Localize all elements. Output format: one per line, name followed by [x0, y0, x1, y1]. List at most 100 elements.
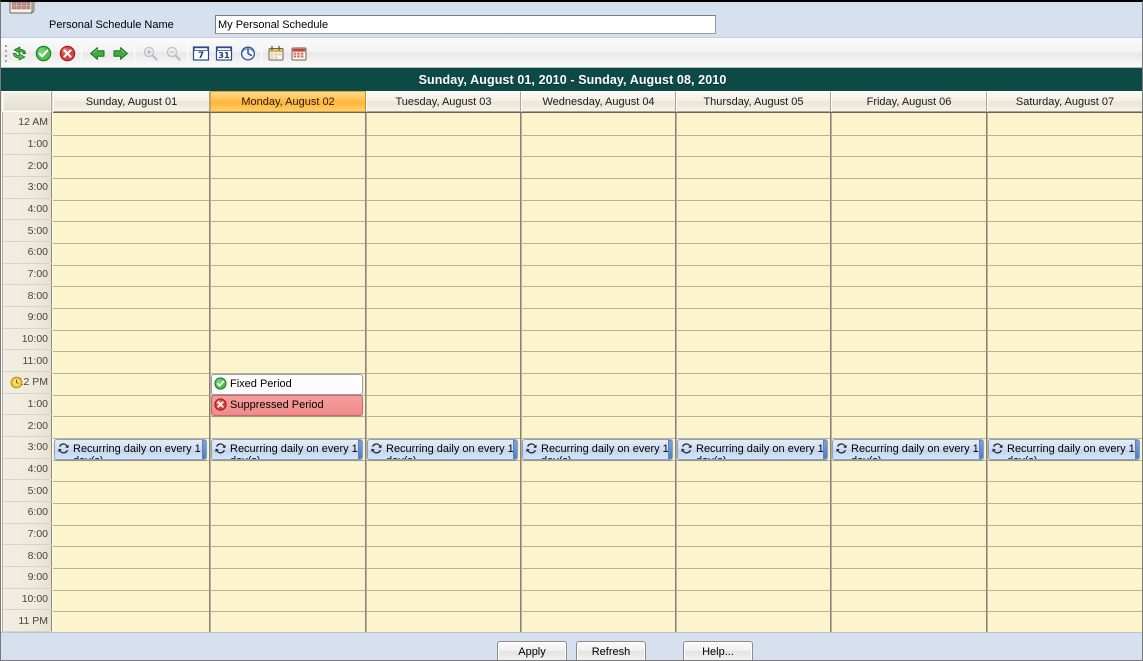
event-resize-handle[interactable] [979, 439, 983, 459]
event-resize-handle[interactable] [1135, 439, 1139, 459]
event-recurring-wednesday[interactable]: Recurring daily on every 1 day(s) [522, 438, 673, 460]
toolbar-grip[interactable] [5, 45, 8, 62]
day-column-2[interactable] [366, 113, 521, 632]
week-view-button[interactable]: 7 [191, 43, 211, 63]
day-header-label: Friday, August 06 [866, 95, 952, 108]
refresh-button[interactable]: Refresh [576, 641, 646, 660]
hour-gridline [677, 503, 830, 504]
hour-gridline [367, 546, 520, 548]
event-resize-handle[interactable] [823, 439, 827, 459]
hour-gridline [367, 351, 520, 353]
hour-gridline [832, 264, 986, 266]
month-view-button[interactable]: 31 [214, 43, 234, 63]
red-x-circle-icon [214, 398, 227, 411]
time-label-6: 6:00 [3, 242, 53, 264]
hour-gridline [988, 243, 1142, 244]
toolbar-separator [81, 44, 82, 62]
time-label-5: 5:00 [3, 220, 53, 243]
hour-gridline [677, 546, 830, 548]
hour-gridline [522, 329, 675, 331]
day-header-4[interactable]: Thursday, August 05 [676, 91, 831, 112]
event-fixed-period[interactable]: Fixed Period [211, 373, 363, 395]
toolbar: 7 31 [1, 38, 1142, 68]
event-recurring-thursday[interactable]: Recurring daily on every 1 day(s) [677, 438, 828, 460]
help-button[interactable]: Help... [683, 641, 753, 660]
next-button[interactable] [110, 43, 130, 63]
time-label-17: 5:00 [3, 480, 53, 503]
event-resize-handle[interactable] [358, 439, 362, 459]
event-suppressed-period[interactable]: Suppressed Period [211, 395, 363, 417]
day-header-2[interactable]: Tuesday, August 03 [366, 91, 521, 112]
event-resize-handle[interactable] [513, 439, 517, 459]
timezone-button[interactable] [238, 43, 258, 63]
event-recurring-tuesday[interactable]: Recurring daily on every 1 day(s) [367, 438, 518, 460]
hour-gridline [211, 546, 365, 548]
hour-gridline [988, 394, 1142, 396]
time-label-0: 12 AM [3, 112, 53, 134]
event-content: Recurring daily on every 1 day(s) [523, 440, 672, 459]
event-recurring-saturday[interactable]: Recurring daily on every 1 day(s) [988, 438, 1140, 460]
event-recurring-friday[interactable]: Recurring daily on every 1 day(s) [832, 438, 984, 460]
event-resize-handle[interactable] [668, 439, 672, 459]
day-column-3[interactable] [521, 113, 676, 632]
day-column-0[interactable] [53, 113, 210, 632]
hour-gridline [211, 524, 365, 526]
time-label-1: 1:00 [3, 134, 53, 156]
hour-gridline [832, 373, 986, 374]
event-content: Recurring daily on every 1 day(s) [212, 440, 362, 459]
button-label: Apply [518, 645, 546, 658]
event-resize-handle[interactable] [202, 439, 206, 459]
hour-gridline [522, 134, 675, 136]
hour-gridline [522, 611, 675, 613]
hour-gridline [677, 373, 830, 374]
time-label-21: 9:00 [3, 567, 53, 589]
event-title: Recurring daily on every 1 day(s) [1007, 442, 1135, 459]
day-header-3[interactable]: Wednesday, August 04 [521, 91, 676, 112]
hour-gridline [832, 308, 986, 309]
time-label-12: 12 PM [3, 372, 53, 394]
hour-gridline [677, 134, 830, 136]
hour-gridline [832, 416, 986, 418]
hour-gridline [832, 503, 986, 504]
recurrence-button[interactable] [289, 43, 309, 63]
day-header-5[interactable]: Friday, August 06 [831, 91, 987, 112]
day-header-label: Thursday, August 05 [703, 95, 804, 108]
hour-gridline [677, 264, 830, 266]
day-column-1[interactable] [210, 113, 366, 632]
day-header-label: Sunday, August 01 [85, 95, 178, 108]
disable-button[interactable] [57, 43, 77, 63]
day-header-1[interactable]: Monday, August 02 [210, 91, 366, 112]
zoom-out-button[interactable] [163, 43, 183, 63]
day-header-0[interactable]: Sunday, August 01 [53, 91, 210, 112]
hour-gridline [832, 524, 986, 526]
recurrence-arrows-icon [680, 442, 693, 455]
hour-gridline [677, 611, 830, 613]
zoom-in-button[interactable] [140, 43, 160, 63]
event-title: Recurring daily on every 1 day(s) [541, 442, 669, 459]
day-header-label: Monday, August 02 [241, 95, 335, 108]
recurrence-arrows-icon [525, 442, 538, 455]
event-recurring-sunday[interactable]: Recurring daily on every 1 day(s) [54, 438, 207, 460]
enable-button[interactable] [33, 43, 53, 63]
event-recurring-monday[interactable]: Recurring daily on every 1 day(s) [211, 438, 363, 460]
hour-gridline [367, 589, 520, 591]
hour-gridline [832, 546, 986, 548]
day-column-5[interactable] [831, 113, 987, 632]
week-range-title: Sunday, August 01, 2010 - Sunday, August… [1, 68, 1142, 91]
day-header-6[interactable]: Saturday, August 07 [987, 91, 1142, 112]
button-label: Refresh [591, 645, 631, 658]
hour-gridline [367, 524, 520, 526]
previous-button[interactable] [87, 43, 107, 63]
hour-gridline [988, 264, 1142, 266]
schedule-name-input[interactable] [215, 15, 716, 34]
refresh-button[interactable] [9, 43, 29, 63]
hour-gridline [988, 481, 1142, 483]
time-label-23: 11 PM [3, 610, 53, 633]
apply-button[interactable]: Apply [497, 641, 567, 660]
time-label-20: 8:00 [3, 545, 53, 568]
hour-gridline [53, 481, 209, 483]
day-column-6[interactable] [987, 113, 1142, 632]
hour-gridline [677, 459, 830, 461]
new-period-button[interactable] [266, 43, 286, 63]
day-column-4[interactable] [676, 113, 831, 632]
